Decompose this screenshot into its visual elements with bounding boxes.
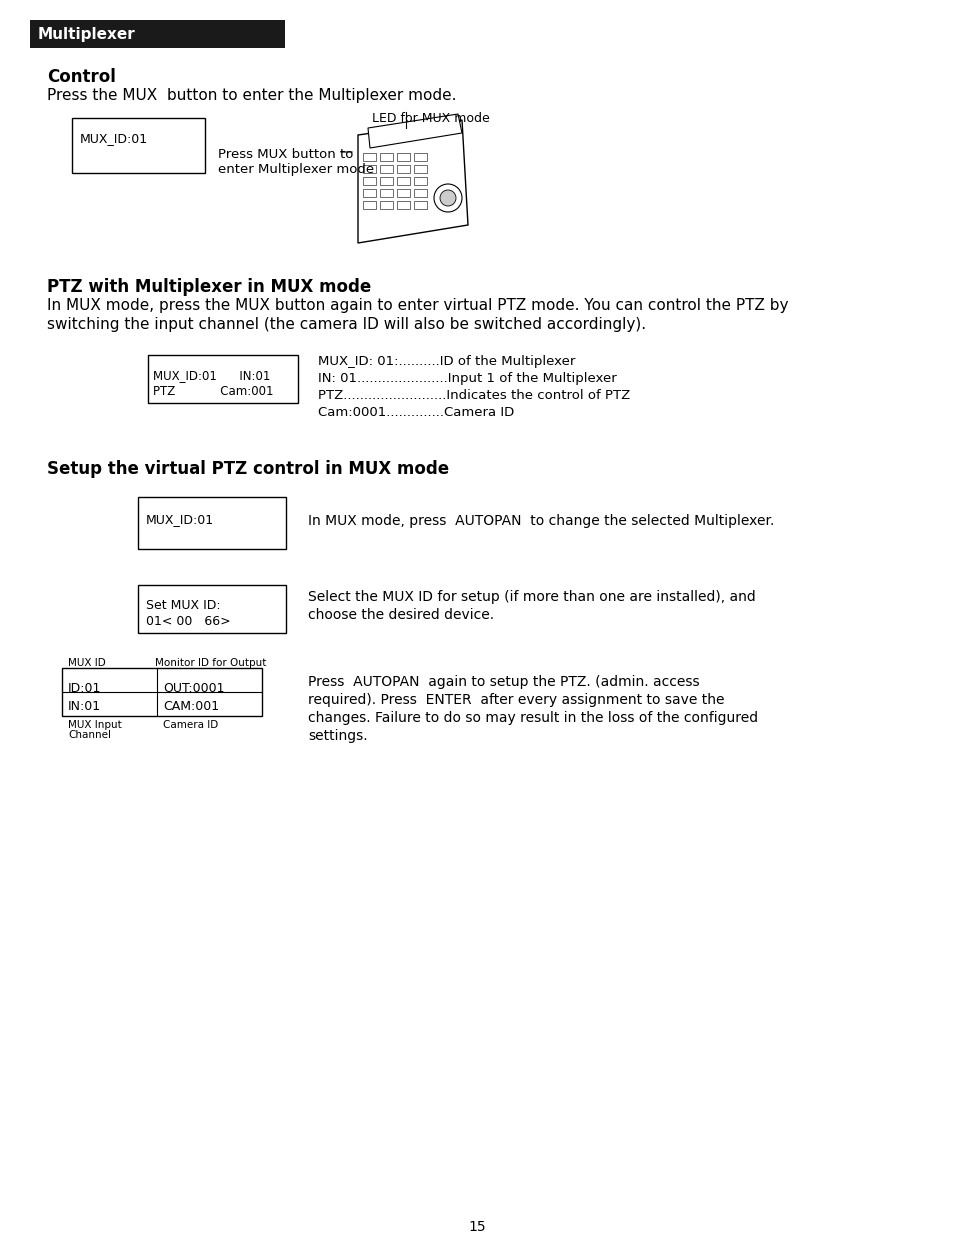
Text: Monitor ID for Output: Monitor ID for Output <box>154 658 266 668</box>
Text: Channel: Channel <box>68 730 111 740</box>
Polygon shape <box>379 177 393 185</box>
Text: changes. Failure to do so may result in the loss of the configured: changes. Failure to do so may result in … <box>308 711 758 725</box>
Text: Camera ID: Camera ID <box>163 720 218 730</box>
Text: switching the input channel (the camera ID will also be switched accordingly).: switching the input channel (the camera … <box>47 317 645 332</box>
Circle shape <box>434 184 461 212</box>
Text: MUX_ID: 01:..........ID of the Multiplexer: MUX_ID: 01:..........ID of the Multiplex… <box>317 354 575 368</box>
Text: 15: 15 <box>468 1220 485 1234</box>
Bar <box>138 496 286 550</box>
Text: MUX_ID:01      IN:01: MUX_ID:01 IN:01 <box>152 369 270 382</box>
Text: Cam:0001..............Camera ID: Cam:0001..............Camera ID <box>317 406 514 419</box>
Polygon shape <box>414 189 427 198</box>
Text: LED for MUX mode: LED for MUX mode <box>372 112 489 125</box>
Text: Press the MUX  button to enter the Multiplexer mode.: Press the MUX button to enter the Multip… <box>47 88 456 103</box>
Polygon shape <box>379 153 393 161</box>
Polygon shape <box>414 201 427 209</box>
Polygon shape <box>396 165 410 173</box>
Text: IN: 01......................Input 1 of the Multiplexer: IN: 01......................Input 1 of t… <box>317 372 616 385</box>
Polygon shape <box>363 153 375 161</box>
Bar <box>30 20 285 48</box>
Text: CAM:001: CAM:001 <box>163 700 219 713</box>
Polygon shape <box>357 120 468 243</box>
Text: PTZ with Multiplexer in MUX mode: PTZ with Multiplexer in MUX mode <box>47 278 371 296</box>
Text: settings.: settings. <box>308 729 367 743</box>
Text: Control: Control <box>47 68 115 86</box>
Text: required). Press  ENTER  after every assignment to save the: required). Press ENTER after every assig… <box>308 693 723 706</box>
Text: PTZ            Cam:001: PTZ Cam:001 <box>152 385 274 398</box>
Text: Select the MUX ID for setup (if more than one are installed), and: Select the MUX ID for setup (if more tha… <box>308 590 755 604</box>
Polygon shape <box>368 114 461 148</box>
Text: enter Multiplexer mode: enter Multiplexer mode <box>218 163 374 177</box>
Polygon shape <box>414 165 427 173</box>
Polygon shape <box>379 201 393 209</box>
Text: In MUX mode, press the MUX button again to enter virtual PTZ mode. You can contr: In MUX mode, press the MUX button again … <box>47 298 788 312</box>
Polygon shape <box>363 189 375 198</box>
Text: choose the desired device.: choose the desired device. <box>308 608 494 622</box>
Text: MUX Input: MUX Input <box>68 720 122 730</box>
Text: OUT:0001: OUT:0001 <box>163 682 224 695</box>
Polygon shape <box>363 177 375 185</box>
Polygon shape <box>396 189 410 198</box>
Polygon shape <box>396 153 410 161</box>
Text: ID:01: ID:01 <box>68 682 101 695</box>
Text: 01< 00   66>: 01< 00 66> <box>146 615 231 629</box>
Text: Press MUX button to: Press MUX button to <box>218 148 353 161</box>
Text: Set MUX ID:: Set MUX ID: <box>146 599 220 613</box>
Text: Multiplexer: Multiplexer <box>38 27 135 42</box>
Polygon shape <box>363 201 375 209</box>
Text: MUX_ID:01: MUX_ID:01 <box>80 132 148 144</box>
Circle shape <box>439 190 456 206</box>
Text: PTZ.........................Indicates the control of PTZ: PTZ.........................Indicates th… <box>317 389 630 403</box>
Bar <box>71 119 205 173</box>
Polygon shape <box>379 189 393 198</box>
Polygon shape <box>396 201 410 209</box>
Polygon shape <box>414 153 427 161</box>
Text: In MUX mode, press  AUTOPAN  to change the selected Multiplexer.: In MUX mode, press AUTOPAN to change the… <box>308 514 774 529</box>
Text: MUX ID: MUX ID <box>68 658 106 668</box>
Text: MUX_ID:01: MUX_ID:01 <box>146 513 213 526</box>
Bar <box>138 585 286 634</box>
Text: IN:01: IN:01 <box>68 700 101 713</box>
Polygon shape <box>363 165 375 173</box>
Polygon shape <box>414 177 427 185</box>
Polygon shape <box>379 165 393 173</box>
Bar <box>148 354 297 403</box>
Text: Setup the virtual PTZ control in MUX mode: Setup the virtual PTZ control in MUX mod… <box>47 459 449 478</box>
Text: Press  AUTOPAN  again to setup the PTZ. (admin. access: Press AUTOPAN again to setup the PTZ. (a… <box>308 676 699 689</box>
Bar <box>62 668 262 716</box>
Polygon shape <box>396 177 410 185</box>
